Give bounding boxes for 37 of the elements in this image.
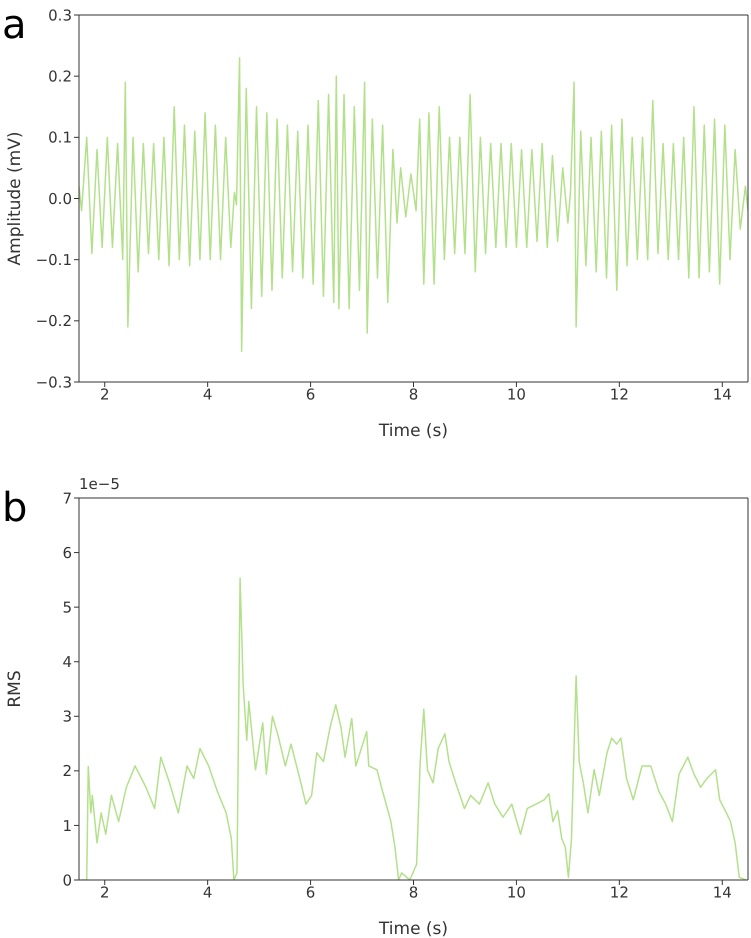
line-series <box>79 57 748 352</box>
y-tick-label: −0.2 <box>36 312 72 330</box>
x-tick-label: 2 <box>100 884 110 902</box>
x-tick-label: 12 <box>610 884 629 902</box>
y-tick-label: 4 <box>62 653 72 672</box>
x-tick-label: 4 <box>202 386 212 404</box>
y-tick-label: 1 <box>62 816 72 835</box>
y-tick-label: 7 <box>62 489 72 508</box>
x-tick-label: 14 <box>712 386 732 404</box>
y-axis-title: Amplitude (mV) <box>5 132 26 266</box>
x-tick-label: 12 <box>610 386 629 404</box>
y-tick-label: −0.3 <box>36 373 72 392</box>
y-tick-label: 5 <box>62 598 72 616</box>
y-tick-label: 0 <box>62 871 72 890</box>
x-tick-label: 4 <box>202 884 212 902</box>
y-tick-label: 2 <box>62 762 72 780</box>
y-tick-label: 0.2 <box>48 67 72 86</box>
chart-title: a <box>2 2 27 48</box>
x-tick-label: 10 <box>506 884 526 902</box>
y-tick-label: −0.1 <box>36 250 72 269</box>
y-tick-label: 0.3 <box>48 6 72 24</box>
chart-title: b <box>2 485 28 531</box>
x-tick-label: 8 <box>408 884 418 902</box>
x-axis-title: Time (s) <box>378 421 448 441</box>
x-tick-label: 6 <box>306 386 316 404</box>
y-tick-label: 0.0 <box>48 190 72 208</box>
y-tick-label: 6 <box>62 544 72 562</box>
x-tick-label: 2 <box>100 386 110 404</box>
y-axis-title: RMS <box>5 670 26 708</box>
x-tick-label: 10 <box>506 386 526 404</box>
x-tick-label: 14 <box>712 884 732 902</box>
y-tick-label: 0.1 <box>48 128 72 147</box>
x-tick-label: 6 <box>306 884 316 902</box>
x-tick-label: 8 <box>408 386 418 404</box>
x-axis-title: Time (s) <box>378 919 448 938</box>
text: 1e−5 <box>79 475 120 493</box>
y-tick-label: 3 <box>62 708 72 726</box>
